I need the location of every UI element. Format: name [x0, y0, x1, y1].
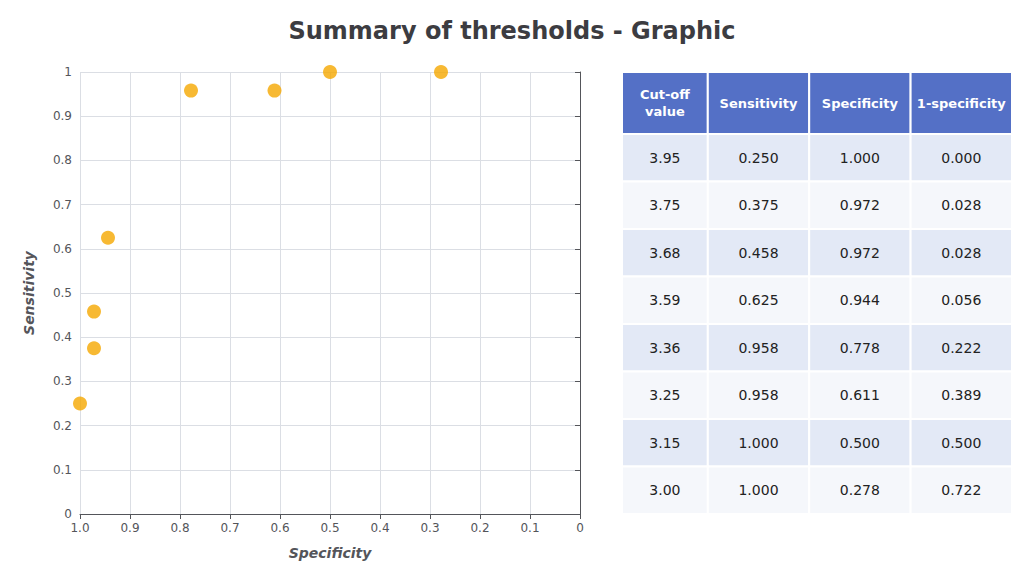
- svg-text:0.944: 0.944: [840, 292, 880, 308]
- svg-text:1.000: 1.000: [738, 435, 778, 451]
- svg-text:0.028: 0.028: [941, 197, 981, 213]
- svg-text:0.611: 0.611: [840, 387, 880, 403]
- svg-text:Specificity: Specificity: [289, 545, 373, 561]
- svg-text:0.1: 0.1: [53, 463, 72, 477]
- svg-text:value: value: [645, 104, 685, 119]
- svg-text:0.958: 0.958: [738, 340, 778, 356]
- svg-text:0.9: 0.9: [120, 521, 139, 535]
- svg-text:0.958: 0.958: [738, 387, 778, 403]
- svg-text:0.6: 0.6: [270, 521, 289, 535]
- svg-text:0.972: 0.972: [840, 197, 880, 213]
- svg-text:0.5: 0.5: [320, 521, 339, 535]
- svg-text:0.4: 0.4: [370, 521, 389, 535]
- svg-text:0.250: 0.250: [738, 150, 778, 166]
- svg-text:Specificity: Specificity: [822, 96, 899, 111]
- svg-text:0.722: 0.722: [941, 482, 981, 498]
- svg-text:0.1: 0.1: [520, 521, 539, 535]
- svg-text:0.3: 0.3: [53, 374, 72, 388]
- svg-text:0.4: 0.4: [53, 330, 72, 344]
- svg-text:0.8: 0.8: [170, 521, 189, 535]
- svg-text:0.625: 0.625: [738, 292, 778, 308]
- svg-text:3.25: 3.25: [649, 387, 680, 403]
- svg-text:Cut-off: Cut-off: [640, 87, 690, 102]
- svg-text:0.5: 0.5: [53, 286, 72, 300]
- svg-text:Sensitivity: Sensitivity: [21, 250, 37, 335]
- svg-text:0.972: 0.972: [840, 245, 880, 261]
- svg-text:0.458: 0.458: [738, 245, 778, 261]
- svg-text:1.000: 1.000: [738, 482, 778, 498]
- svg-text:0.500: 0.500: [840, 435, 880, 451]
- svg-text:0: 0: [64, 507, 72, 521]
- svg-text:0.7: 0.7: [53, 198, 72, 212]
- svg-text:0.7: 0.7: [220, 521, 239, 535]
- svg-text:Sensitivity: Sensitivity: [720, 96, 798, 111]
- svg-text:0.8: 0.8: [53, 153, 72, 167]
- svg-text:0.278: 0.278: [840, 482, 880, 498]
- svg-text:0.778: 0.778: [840, 340, 880, 356]
- svg-text:0: 0: [576, 521, 584, 535]
- svg-text:0.028: 0.028: [941, 245, 981, 261]
- svg-text:0.9: 0.9: [53, 109, 72, 123]
- svg-text:3.95: 3.95: [649, 150, 680, 166]
- svg-text:3.68: 3.68: [649, 245, 680, 261]
- svg-text:0.3: 0.3: [420, 521, 439, 535]
- svg-text:0.222: 0.222: [941, 340, 981, 356]
- svg-text:0.2: 0.2: [53, 419, 72, 433]
- svg-text:1: 1: [64, 65, 72, 79]
- svg-text:Summary of thresholds - Graphi: Summary of thresholds - Graphic: [288, 17, 735, 45]
- svg-text:0.500: 0.500: [941, 435, 981, 451]
- svg-text:3.59: 3.59: [649, 292, 680, 308]
- svg-text:1.0: 1.0: [70, 521, 89, 535]
- svg-text:0.375: 0.375: [738, 197, 778, 213]
- svg-text:0.6: 0.6: [53, 242, 72, 256]
- svg-text:3.36: 3.36: [649, 340, 680, 356]
- svg-text:0.2: 0.2: [470, 521, 489, 535]
- svg-text:0.056: 0.056: [941, 292, 981, 308]
- svg-text:1.000: 1.000: [840, 150, 880, 166]
- svg-text:1-specificity: 1-specificity: [917, 96, 1006, 111]
- svg-text:3.15: 3.15: [649, 435, 680, 451]
- svg-text:3.00: 3.00: [649, 482, 680, 498]
- svg-text:3.75: 3.75: [649, 197, 680, 213]
- svg-text:0.000: 0.000: [941, 150, 981, 166]
- svg-text:0.389: 0.389: [941, 387, 981, 403]
